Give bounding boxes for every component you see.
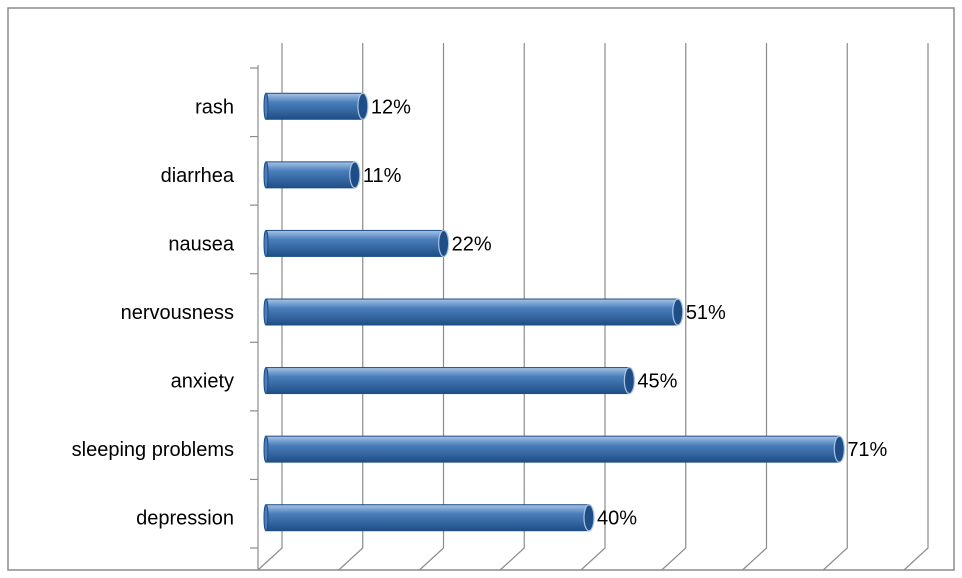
category-label: anxiety — [171, 371, 234, 393]
value-label: 11% — [363, 165, 402, 187]
gridline — [338, 43, 364, 571]
gridlines — [257, 43, 929, 571]
bar-end-cap — [349, 161, 361, 189]
bar-end-cap — [357, 92, 369, 120]
value-label: 51% — [686, 302, 726, 324]
bars — [263, 92, 845, 532]
value-label: 12% — [371, 96, 411, 118]
category-label: diarrhea — [161, 165, 235, 187]
gridline — [903, 43, 929, 571]
bar-end-cap — [623, 366, 635, 395]
value-label: 40% — [597, 508, 637, 530]
value-label: 45% — [637, 371, 677, 393]
bar — [265, 161, 356, 189]
bar-start-cap — [263, 367, 269, 395]
bar-start-cap — [263, 504, 269, 532]
bar — [265, 504, 590, 532]
labels: rash 12% diarrhea 11% nausea 22% nervousness 51… — [72, 96, 888, 529]
category-label: nausea — [168, 233, 234, 255]
category-label: sleeping problems — [72, 439, 234, 461]
bar-start-cap — [263, 161, 269, 189]
gridline — [257, 43, 283, 571]
category-axis — [250, 65, 259, 570]
value-label: 22% — [452, 233, 492, 255]
gridline — [580, 43, 606, 571]
chart-border — [7, 7, 955, 571]
gridline — [742, 43, 768, 571]
bar-end-cap — [833, 435, 845, 463]
bar-start-cap — [263, 92, 269, 120]
bar-start-cap — [263, 229, 269, 257]
bar — [265, 435, 840, 463]
gridline — [661, 43, 687, 571]
category-label: rash — [195, 96, 234, 118]
bar-start-cap — [263, 435, 269, 463]
gridline — [419, 43, 445, 571]
gridline — [499, 43, 525, 571]
bar — [265, 92, 364, 120]
bar — [265, 229, 445, 257]
value-label: 71% — [847, 439, 887, 461]
bar — [265, 367, 630, 395]
bar-start-cap — [263, 298, 269, 326]
category-label: depression — [136, 508, 234, 530]
bar-end-cap — [583, 504, 595, 532]
gridline — [822, 43, 848, 571]
bar — [265, 298, 679, 326]
category-label: nervousness — [121, 302, 234, 324]
bar-end-cap — [438, 229, 450, 258]
bar-end-cap — [672, 298, 684, 326]
